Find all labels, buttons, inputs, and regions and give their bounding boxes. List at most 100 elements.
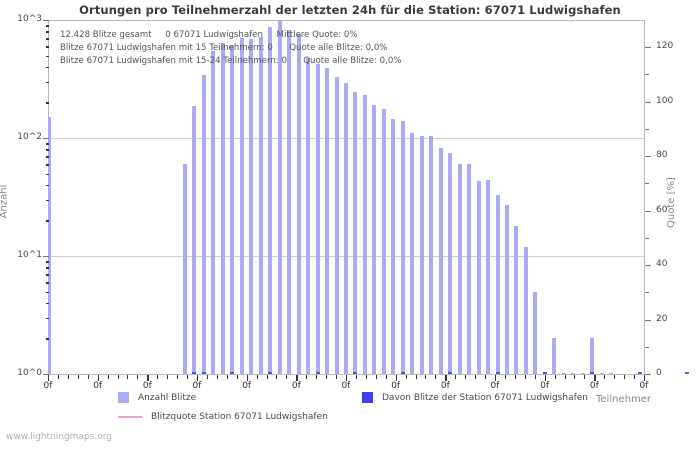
y-axis-left-tick xyxy=(43,138,49,139)
y-axis-left-label: 10^1 xyxy=(17,250,42,260)
x-axis-tick xyxy=(197,375,199,381)
bar xyxy=(523,246,528,374)
bar xyxy=(343,83,348,374)
x-axis-tick xyxy=(306,375,308,379)
bar xyxy=(504,205,509,374)
x-axis-label: 0f xyxy=(142,381,152,391)
bar-station-marker xyxy=(590,372,595,374)
annotation-line-2: Blitze 67071 Ludwigshafen mit 15 Teilneh… xyxy=(60,43,388,53)
y-axis-left-minor-tick xyxy=(46,25,49,27)
x-axis-tick xyxy=(236,375,238,379)
y-axis-left-tick xyxy=(43,20,49,21)
bar-station-marker xyxy=(495,372,500,374)
legend-item-blitzquote[interactable]: Blitzquote Station 67071 Ludwigshafen xyxy=(118,412,328,422)
y-axis-right-minor-tick xyxy=(645,74,649,76)
y-axis-left-minor-tick xyxy=(46,199,49,202)
bar xyxy=(552,338,557,374)
y-axis-left-minor-tick xyxy=(46,46,49,48)
x-axis-tick xyxy=(127,375,129,379)
x-axis-tick xyxy=(385,375,387,379)
y-axis-left-minor-tick xyxy=(46,164,49,166)
y-axis-left-label: 10^0 xyxy=(17,368,42,378)
x-axis-tick xyxy=(316,375,318,379)
bar xyxy=(476,181,481,374)
bar xyxy=(334,76,339,374)
x-axis-tick xyxy=(395,375,397,381)
x-axis-label: 0f xyxy=(589,381,599,391)
y-axis-right-minor-tick xyxy=(645,183,649,185)
x-axis-tick xyxy=(286,375,288,379)
y-axis-left-minor-tick xyxy=(46,173,49,175)
x-axis-tick xyxy=(67,375,69,379)
y-axis-left-minor-tick xyxy=(46,143,49,145)
bar xyxy=(287,30,292,374)
y-axis-right-tick xyxy=(645,156,651,158)
y-axis-right-tick xyxy=(645,101,651,103)
y-axis-left-minor-tick xyxy=(46,291,49,293)
x-axis-tick xyxy=(256,375,258,379)
legend-swatch-icon xyxy=(362,392,373,403)
x-axis-tick xyxy=(524,375,526,379)
x-axis-label: 0f xyxy=(440,381,450,391)
x-axis-tick xyxy=(574,375,576,379)
y-axis-right-minor-tick xyxy=(645,292,649,294)
y-axis-right-label: 40 xyxy=(656,259,668,270)
bar xyxy=(372,105,377,374)
x-axis-tick xyxy=(157,375,159,379)
x-axis-tick xyxy=(634,375,636,379)
legend-label: Blitzquote Station 67071 Ludwigshafen xyxy=(151,412,328,422)
x-axis-tick xyxy=(594,375,596,381)
bar xyxy=(609,372,614,374)
bar xyxy=(457,164,462,374)
y-axis-right-label: 100 xyxy=(656,95,674,106)
x-axis-label: 0f xyxy=(192,381,202,391)
y-axis-left-minor-tick xyxy=(46,81,49,84)
x-axis-tick xyxy=(216,375,218,379)
x-axis-tick xyxy=(276,375,278,379)
y-axis-left-tick xyxy=(43,256,49,257)
bar xyxy=(410,133,415,374)
x-axis-tick xyxy=(475,375,477,379)
x-axis-tick xyxy=(187,375,189,379)
x-axis-label: 0f xyxy=(540,381,550,391)
bar xyxy=(571,372,576,374)
x-axis-tick xyxy=(624,375,626,379)
bar xyxy=(353,92,358,374)
x-axis-label: 0f xyxy=(490,381,500,391)
y-axis-left-minor-tick xyxy=(46,282,49,284)
x-axis-tick xyxy=(336,375,338,379)
legend-item-station-blitze[interactable]: Davon Blitze der Station 67071 Ludwigsha… xyxy=(362,392,588,403)
bar-station-marker xyxy=(400,372,405,374)
bar xyxy=(495,194,500,374)
x-axis-tick xyxy=(485,375,487,379)
bar xyxy=(429,135,434,374)
x-axis-tick xyxy=(544,375,546,381)
x-axis-tick xyxy=(445,375,447,381)
y-axis-left-minor-tick xyxy=(46,261,49,263)
y-axis-right-label: 60 xyxy=(656,204,668,215)
x-axis-tick xyxy=(435,375,437,379)
x-axis-label: 0f xyxy=(43,381,53,391)
x-axis-tick xyxy=(167,375,169,379)
bar-station-marker xyxy=(315,372,320,374)
bar xyxy=(192,106,197,374)
annotation-line-3: Blitze 67071 Ludwigshafen mit 15-24 Teil… xyxy=(60,56,402,66)
x-axis-tick xyxy=(564,375,566,379)
bar xyxy=(230,45,235,374)
y-axis-right-tick xyxy=(645,374,651,375)
axis-edge-bar xyxy=(48,117,51,374)
x-axis-tick xyxy=(365,375,367,379)
x-axis-tick xyxy=(495,375,497,381)
bar xyxy=(201,75,206,374)
y-axis-right-label: 80 xyxy=(656,150,668,161)
y-axis-left-minor-tick xyxy=(46,156,49,158)
y-axis-left-minor-tick xyxy=(46,267,49,269)
legend-label: Anzahl Blitze xyxy=(138,392,197,403)
legend-item-anzahl-blitze[interactable]: Anzahl Blitze xyxy=(118,392,196,403)
y-axis-left-minor-tick xyxy=(46,317,49,320)
bar-station-marker xyxy=(268,372,273,374)
bar xyxy=(362,95,367,374)
y-axis-right-tick xyxy=(645,210,651,212)
y-axis-right-tick xyxy=(645,265,651,267)
y-axis-right-label: 20 xyxy=(656,313,668,324)
